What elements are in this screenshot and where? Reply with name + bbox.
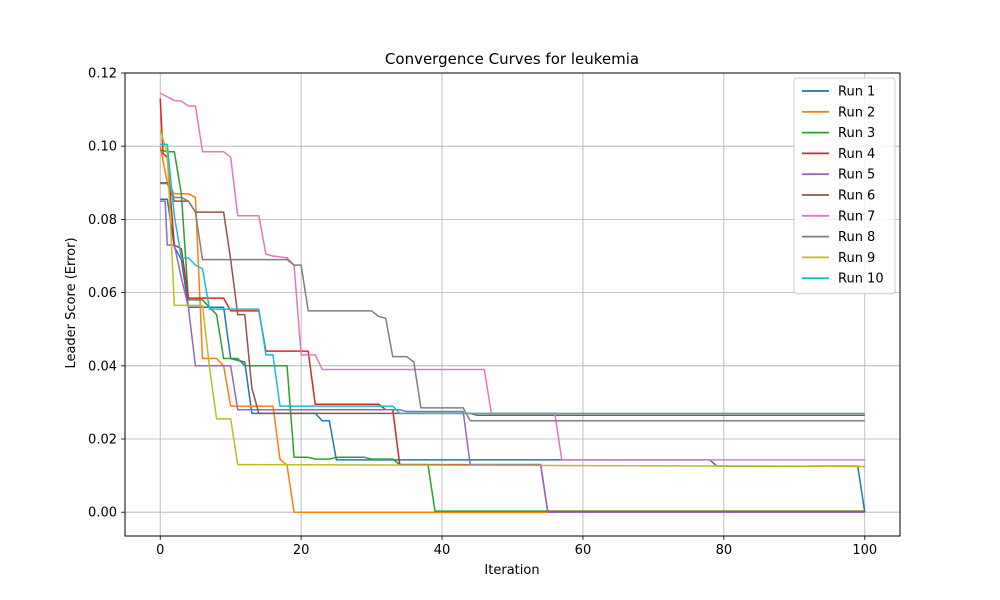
legend-label: Run 5 [838, 168, 875, 183]
series-line-run-10 [160, 143, 865, 415]
y-tick-label: 0.12 [88, 67, 117, 82]
y-axis-label: Leader Score (Error) [64, 237, 79, 368]
legend-label: Run 3 [838, 126, 875, 141]
legend-label: Run 6 [838, 189, 875, 204]
y-tick-label: 0.08 [88, 213, 117, 228]
legend-label: Run 7 [838, 209, 875, 224]
legend-label: Run 1 [838, 85, 875, 100]
legend-label: Run 10 [838, 272, 884, 287]
legend: Run 1 Run 2 Run 3 Run 4 Run 5 Run 6 Run 7 Run 8… [793, 77, 896, 295]
series-line-run-1 [160, 198, 866, 513]
legend-label: Run 9 [838, 251, 875, 266]
legend-label: Run 8 [838, 230, 875, 245]
series-line-run-8 [160, 182, 865, 422]
y-tick-label: 0.00 [88, 506, 117, 521]
legend-label: Run 2 [838, 105, 875, 120]
series-line-run-3 [160, 149, 865, 512]
x-axis-label: Iteration [484, 563, 539, 578]
series-line-run-7 [159, 92, 865, 461]
x-tick-label: 0 [156, 543, 164, 558]
x-tick-label: 20 [293, 543, 310, 558]
x-tick-label: 80 [716, 543, 733, 558]
x-tick-label: 60 [575, 543, 592, 558]
y-tick-label: 0.02 [88, 433, 117, 448]
axis-ticks: 0 20 40 60 80 100 0.00 0.02 0.04 0.06 0.08 0.10 0.12 [88, 67, 877, 559]
y-tick-label: 0.04 [88, 359, 117, 374]
legend-label: Run 4 [838, 147, 875, 162]
y-tick-label: 0.06 [88, 286, 117, 301]
y-tick-label: 0.10 [88, 140, 117, 155]
plot-frame [124, 72, 901, 537]
x-tick-label: 40 [434, 543, 451, 558]
series-lines [159, 92, 866, 513]
x-tick-label: 100 [852, 543, 877, 558]
series-line-run-9 [159, 129, 865, 468]
chart-title: Convergence Curves for leukemia [385, 50, 639, 68]
